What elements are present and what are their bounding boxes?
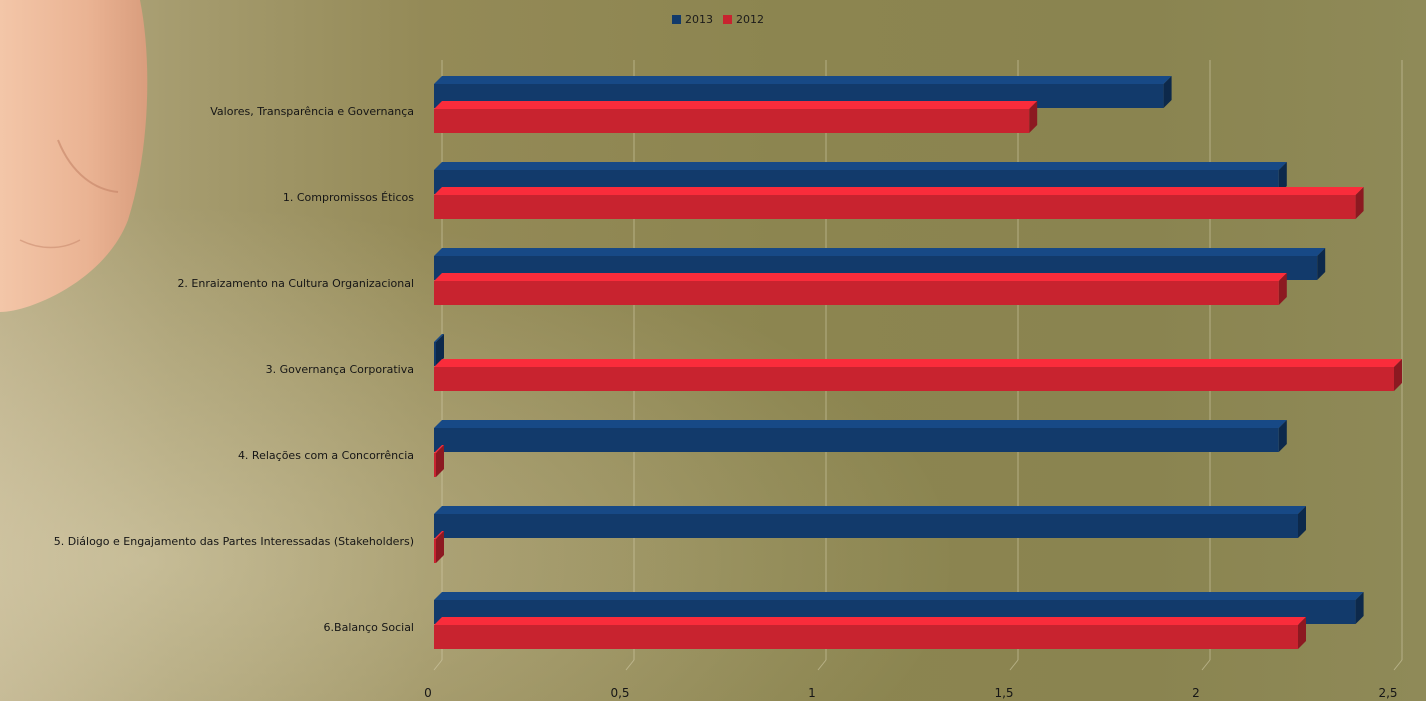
- category-labels: Valores, Transparência e Governança 1. Co…: [54, 105, 415, 634]
- category-label: 5. Diálogo e Engajamento das Partes Inte…: [54, 535, 414, 548]
- bar-2012: [434, 359, 1402, 391]
- bar-2012: [434, 187, 1364, 219]
- gridline-floor: [625, 659, 635, 671]
- gridline-floor: [1009, 659, 1019, 671]
- category-label: 1. Compromissos Éticos: [283, 191, 414, 204]
- gridline-floor: [817, 659, 827, 671]
- hand-photo-decoration: [0, 0, 148, 312]
- legend-label-2013: 2013: [685, 12, 713, 26]
- bar-2013: [434, 334, 444, 366]
- x-tick-label: 1: [808, 686, 816, 700]
- bar-2013: [434, 506, 1306, 538]
- x-tick-label: 2,5: [1378, 686, 1397, 700]
- category-label: Valores, Transparência e Governança: [210, 105, 414, 118]
- category-label: 6.Balanço Social: [324, 621, 414, 634]
- category-label: 4. Relações com a Concorrência: [238, 449, 414, 462]
- x-tick-label: 0: [424, 686, 432, 700]
- bar-2012: [434, 101, 1038, 133]
- x-tick-label: 0,5: [610, 686, 629, 700]
- bar-2012: [434, 273, 1287, 305]
- gridline-floor: [1201, 659, 1211, 671]
- bar-2012: [434, 531, 444, 563]
- gridline-floor: [1393, 659, 1403, 671]
- gridline-floor: [433, 659, 443, 671]
- legend-item-2012: 2012: [723, 13, 764, 26]
- bar-2012: [434, 617, 1306, 649]
- legend-label-2012: 2012: [736, 12, 764, 26]
- legend-swatch-2013: [672, 14, 681, 24]
- x-axis-tick-labels: 0 0,5 1 1,5 2 2,5: [424, 686, 1397, 700]
- bar-2013: [434, 420, 1287, 452]
- bar-2012: [434, 445, 444, 477]
- chart-legend: 2013 2012: [672, 10, 764, 28]
- category-label: 3. Governança Corporativa: [266, 363, 414, 376]
- x-tick-label: 1,5: [994, 686, 1013, 700]
- bars: [434, 76, 1402, 649]
- legend-swatch-2012: [723, 14, 732, 24]
- legend-item-2013: 2013: [672, 13, 713, 26]
- x-tick-label: 2: [1192, 686, 1200, 700]
- category-label: 2. Enraizamento na Cultura Organizaciona…: [177, 277, 414, 290]
